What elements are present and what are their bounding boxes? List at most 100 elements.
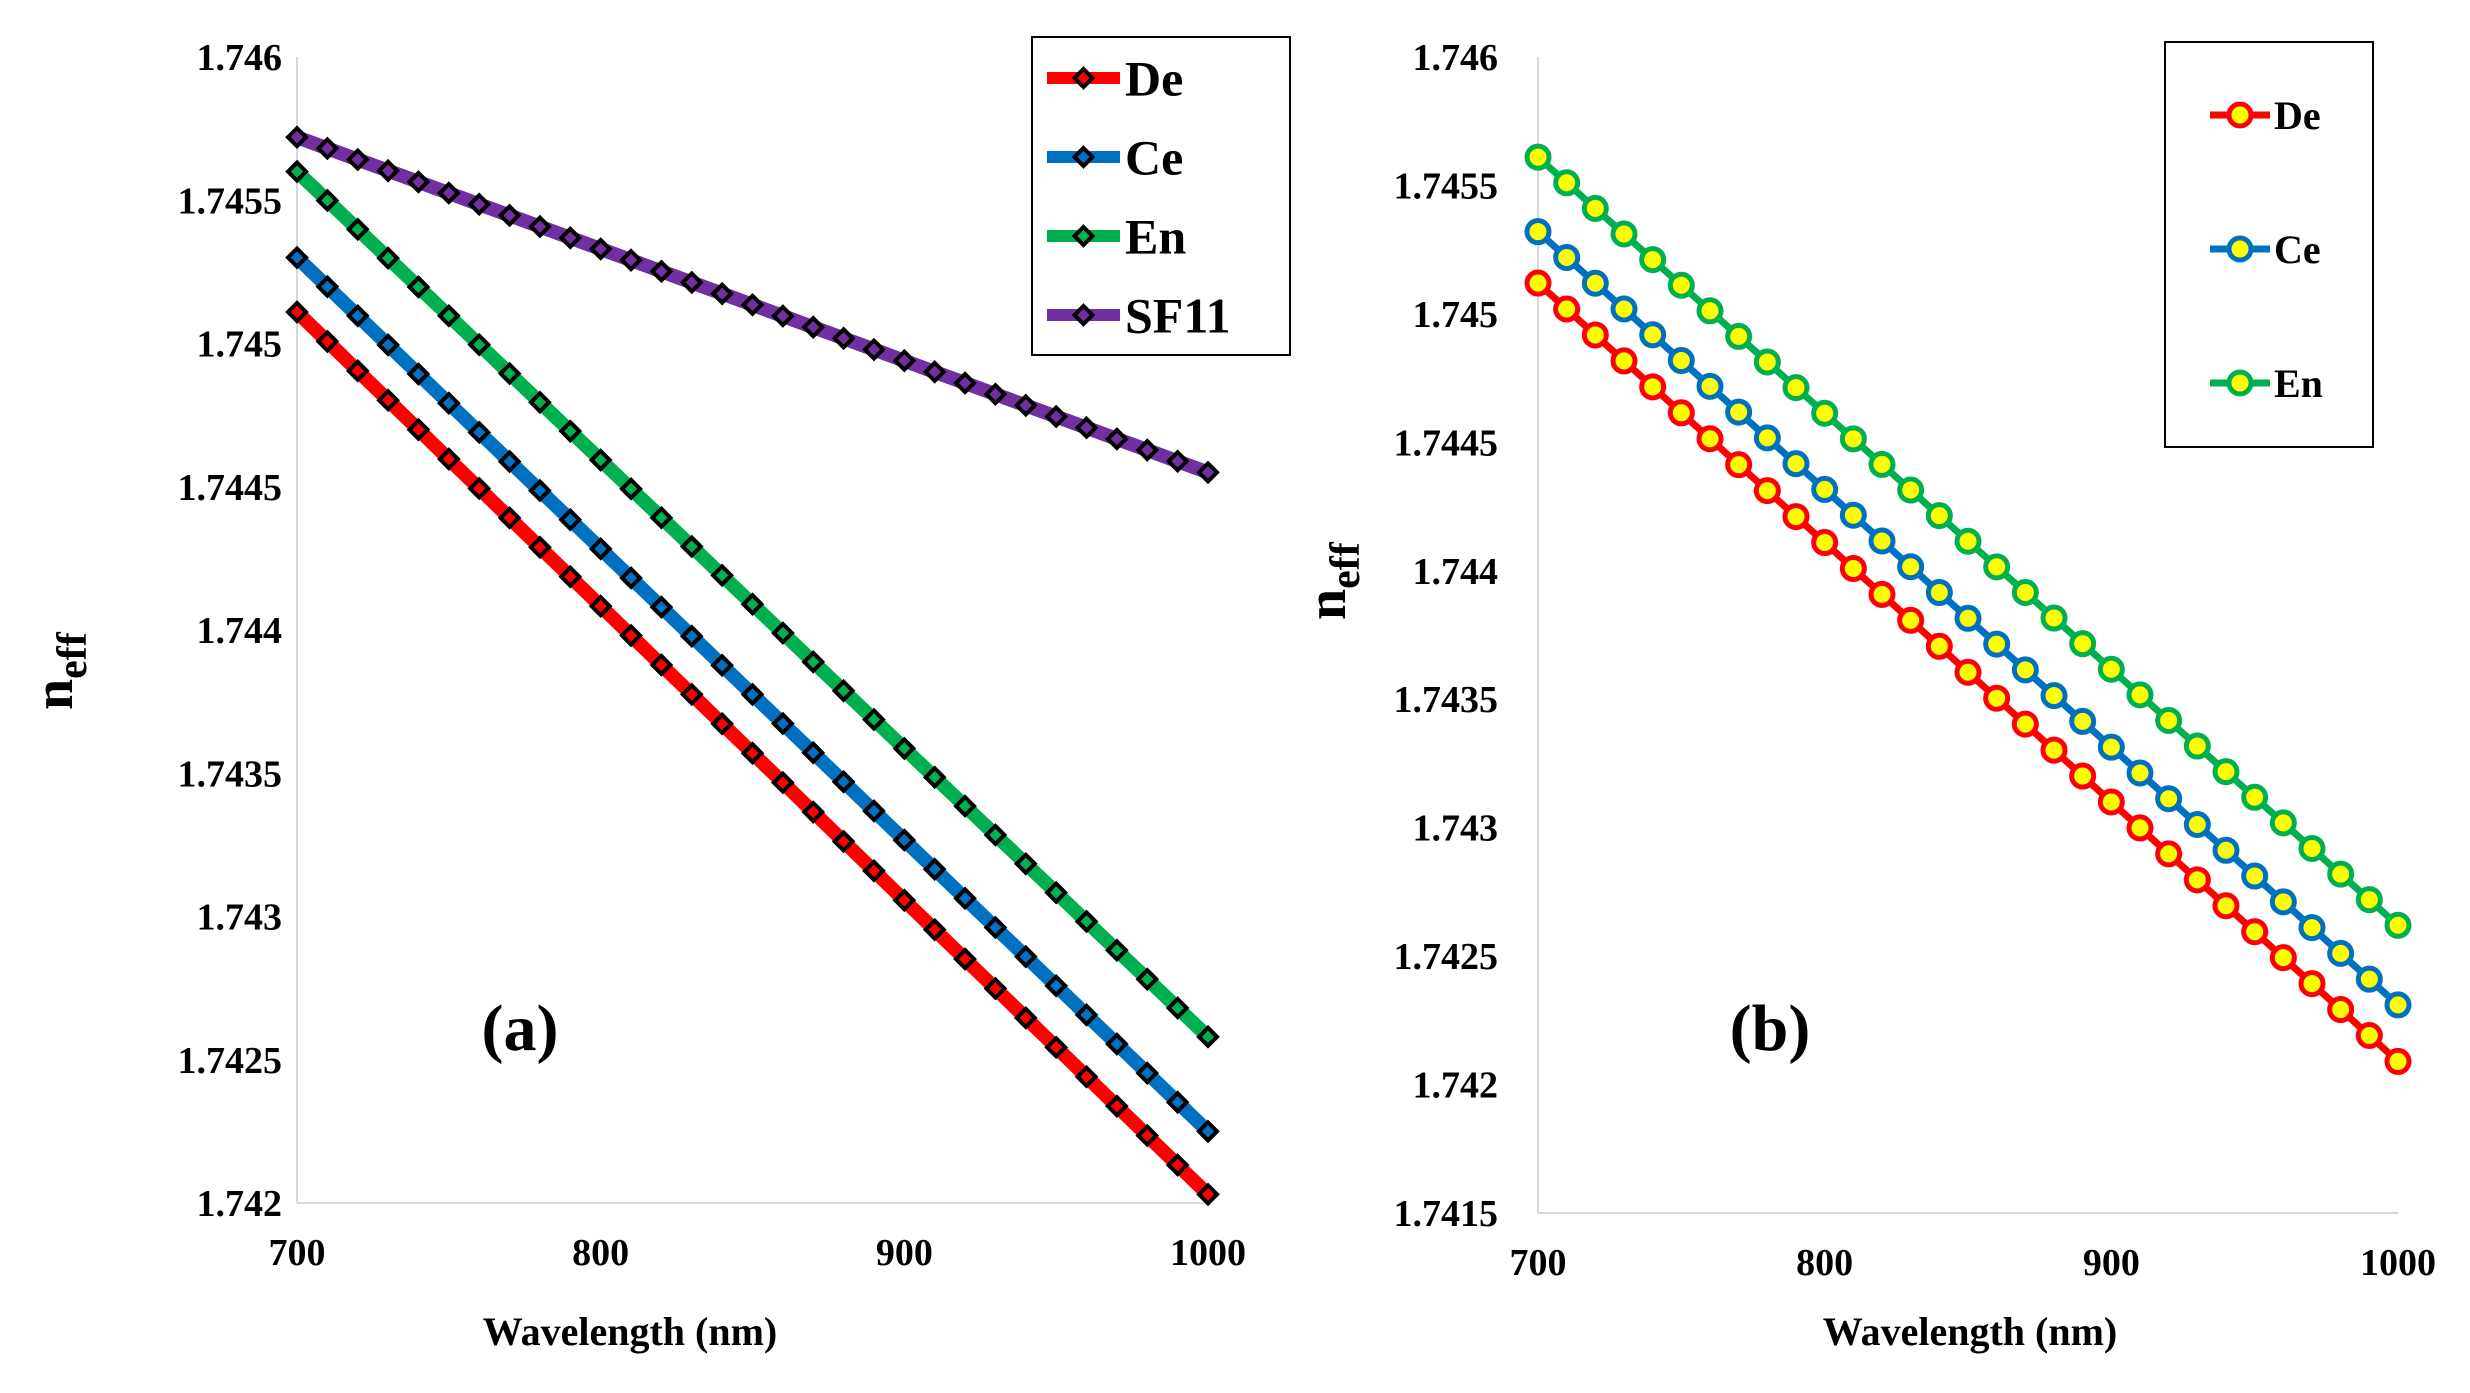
data-point bbox=[376, 246, 400, 270]
data-point bbox=[528, 535, 552, 560]
data-point bbox=[558, 225, 583, 250]
data-point bbox=[1782, 450, 1810, 478]
data-point bbox=[2384, 911, 2412, 939]
data-point bbox=[2126, 681, 2154, 709]
data-point bbox=[1013, 393, 1038, 418]
data-point bbox=[285, 159, 309, 184]
x-tick-label: 800 bbox=[572, 1232, 629, 1274]
data-point bbox=[2097, 788, 2125, 816]
data-point bbox=[528, 214, 552, 239]
data-point bbox=[1610, 347, 1638, 375]
data-point bbox=[2040, 604, 2068, 632]
data-point bbox=[862, 707, 886, 732]
series-de bbox=[285, 300, 1220, 1207]
data-point bbox=[406, 275, 431, 299]
data-point bbox=[1811, 399, 1839, 427]
data-point bbox=[1105, 1032, 1129, 1056]
legend-label: En bbox=[2274, 361, 2323, 406]
data-point bbox=[1581, 321, 1609, 349]
data-point bbox=[710, 563, 734, 588]
data-point bbox=[1196, 1119, 1220, 1144]
data-point bbox=[437, 181, 461, 205]
y-tick-label: 1.7425 bbox=[178, 1040, 283, 1082]
data-point bbox=[2069, 762, 2097, 790]
data-point bbox=[771, 304, 795, 328]
data-point bbox=[1553, 243, 1581, 271]
series-en bbox=[1524, 143, 2412, 939]
legend-label: En bbox=[1125, 209, 1186, 265]
data-point bbox=[2355, 965, 2383, 993]
series-sf11 bbox=[285, 125, 1220, 485]
data-point bbox=[801, 315, 826, 339]
data-point bbox=[1925, 579, 1953, 607]
data-point bbox=[345, 217, 370, 242]
data-point bbox=[2298, 914, 2326, 942]
data-point bbox=[315, 136, 340, 161]
legend-marker bbox=[1071, 224, 1096, 248]
data-point bbox=[649, 653, 674, 677]
data-point bbox=[983, 915, 1008, 940]
data-point bbox=[2212, 892, 2240, 920]
data-point bbox=[801, 740, 826, 765]
data-point bbox=[2269, 809, 2297, 837]
data-point bbox=[740, 741, 765, 766]
data-point bbox=[922, 857, 947, 882]
y-tick-label: 1.744 bbox=[197, 610, 283, 652]
data-point bbox=[2298, 970, 2326, 998]
data-point bbox=[983, 976, 1008, 1001]
data-point bbox=[1013, 851, 1038, 876]
data-point bbox=[2384, 1047, 2412, 1075]
y-tick-label: 1.745 bbox=[197, 324, 283, 366]
data-point bbox=[771, 711, 795, 736]
data-point bbox=[771, 770, 795, 795]
y-tick-label: 1.7455 bbox=[178, 180, 283, 222]
data-point bbox=[1639, 373, 1667, 401]
data-point bbox=[1639, 246, 1667, 274]
data-point bbox=[2126, 814, 2154, 842]
data-point bbox=[1839, 501, 1867, 529]
data-point bbox=[1074, 415, 1099, 440]
data-point bbox=[497, 449, 522, 474]
data-point bbox=[831, 678, 856, 703]
data-point bbox=[1044, 1035, 1068, 1060]
data-point bbox=[345, 147, 370, 172]
data-point bbox=[1954, 604, 1982, 632]
data-point bbox=[2069, 630, 2097, 658]
legend-item-ce: Ce bbox=[2210, 227, 2321, 272]
data-point bbox=[1954, 527, 1982, 555]
data-point bbox=[953, 371, 977, 395]
data-point bbox=[1196, 460, 1220, 485]
legend-marker bbox=[1071, 303, 1096, 327]
y-axis-title-subscript: eff bbox=[50, 631, 96, 679]
data-point bbox=[2155, 840, 2183, 868]
data-point bbox=[437, 447, 461, 471]
data-point bbox=[2097, 655, 2125, 683]
data-point bbox=[2155, 785, 2183, 813]
data-point bbox=[1868, 450, 1896, 478]
legend-item-sf11: SF11 bbox=[1047, 288, 1231, 344]
data-point bbox=[1983, 684, 2011, 712]
data-point bbox=[2241, 862, 2269, 890]
data-point bbox=[2355, 1021, 2383, 1049]
data-point bbox=[831, 326, 856, 351]
data-point bbox=[2183, 810, 2211, 838]
data-point bbox=[376, 388, 400, 413]
data-point bbox=[2011, 710, 2039, 738]
data-point bbox=[2327, 860, 2355, 888]
data-point bbox=[1839, 425, 1867, 453]
data-point bbox=[892, 888, 917, 913]
legend-marker bbox=[2226, 369, 2254, 397]
data-point bbox=[862, 859, 886, 883]
data-point bbox=[2155, 706, 2183, 734]
data-point bbox=[1782, 374, 1810, 402]
data-point bbox=[1105, 1094, 1129, 1118]
data-point bbox=[2269, 888, 2297, 916]
data-point bbox=[1868, 580, 1896, 608]
data-point bbox=[983, 382, 1008, 407]
series-en bbox=[285, 159, 1220, 1049]
data-point bbox=[1044, 973, 1068, 998]
data-point bbox=[953, 947, 977, 971]
data-point bbox=[285, 300, 309, 324]
data-point bbox=[1553, 295, 1581, 323]
